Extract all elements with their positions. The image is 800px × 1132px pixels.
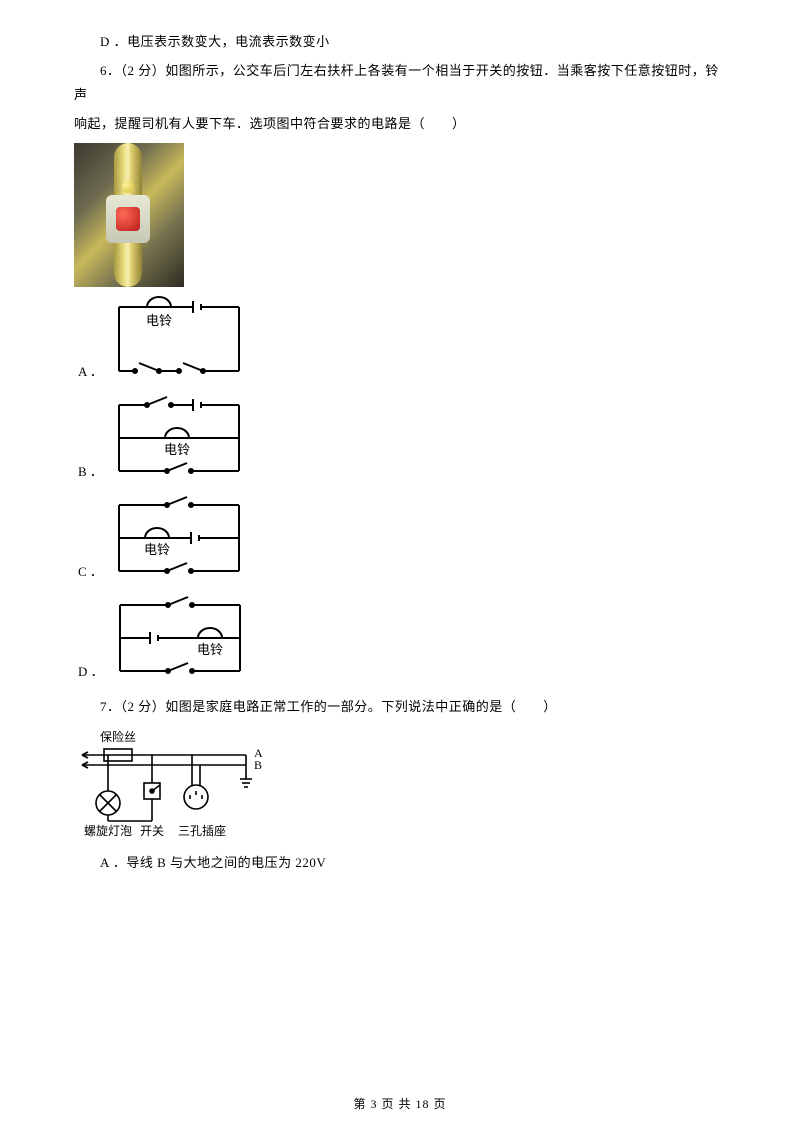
q6-option-b: B ． — [74, 391, 726, 485]
footer-suffix: 页 — [430, 1097, 447, 1111]
footer-total: 18 — [416, 1097, 430, 1111]
option-letter: D ． — [74, 660, 110, 685]
q6-option-d: D ． — [74, 591, 726, 685]
option-letter: C ． — [74, 560, 109, 585]
option-letter: A ． — [74, 360, 109, 385]
q5-option-d: D ．电压表示数变大，电流表示数变小 — [74, 30, 726, 55]
circuit-diagram-d: 电铃 — [110, 591, 250, 685]
circuit-diagram-b: 电铃 — [109, 391, 249, 485]
option-letter: B ． — [74, 460, 109, 485]
page-footer: 第 3 页 共 18 页 — [0, 1093, 800, 1116]
stop-button-red — [116, 207, 140, 231]
wire-b-label: B — [254, 758, 262, 772]
socket-label: 三孔插座 — [178, 823, 226, 838]
q6-photo — [74, 143, 184, 287]
circuit-diagram-a: 电铃 — [109, 293, 249, 385]
bell-label: 电铃 — [144, 542, 170, 557]
bell-label: 电铃 — [197, 642, 223, 657]
circuit-diagram-c: 电铃 — [109, 491, 249, 585]
q6-option-a: A ． — [74, 293, 726, 385]
q6-stem-line2: 响起，提醒司机有人要下车．选项图中符合要求的电路是（ ） — [74, 112, 726, 137]
footer-prefix: 第 — [353, 1097, 370, 1111]
q7-diagram: 保险丝 A B 开关 三孔插座 螺旋灯泡 — [74, 725, 726, 843]
q7-option-a: A ．导线 B 与大地之间的电压为 220V — [74, 851, 726, 876]
q7-stem: 7．（2 分）如图是家庭电路正常工作的一部分。下列说法中正确的是（ ） — [74, 695, 726, 720]
switch-label: 开关 — [140, 824, 164, 838]
bell-label: 电铃 — [146, 313, 172, 328]
stop-button-light-icon — [122, 181, 134, 193]
q6-stem-line1: 6．（2 分）如图所示，公交车后门左右扶杆上各装有一个相当于开关的按钮．当乘客按… — [74, 59, 726, 108]
footer-mid: 页 共 — [377, 1097, 415, 1111]
bell-label: 电铃 — [164, 442, 190, 457]
q6-option-c: C ． — [74, 491, 726, 585]
bulb-label: 螺旋灯泡 — [84, 824, 132, 838]
fuse-label: 保险丝 — [100, 729, 136, 744]
